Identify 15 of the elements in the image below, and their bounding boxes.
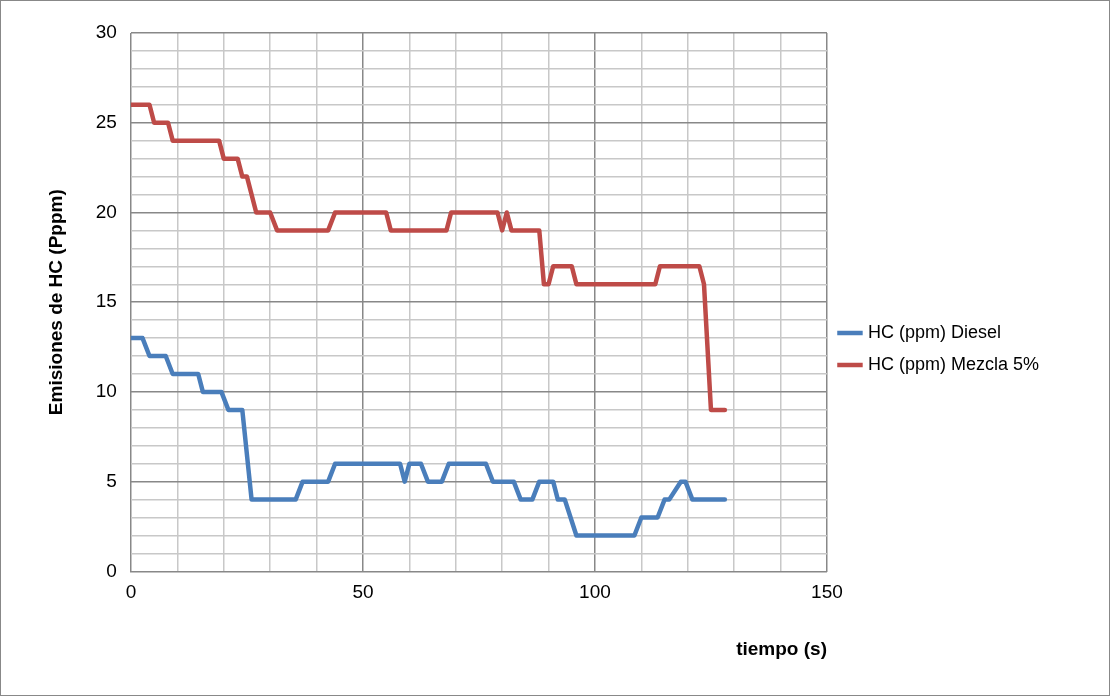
x-tick-label: 100 — [579, 581, 611, 603]
y-tick-label: 10 — [95, 380, 117, 402]
y-tick-label: 15 — [95, 290, 117, 312]
y-tick-label: 25 — [95, 110, 117, 132]
y-tick-label: 0 — [106, 559, 117, 581]
legend-label: HC (ppm) Mezcla 5% — [867, 353, 1040, 374]
y-axis-title: Emisiones de HC (Pppm) — [44, 189, 66, 416]
x-tick-label: 0 — [125, 581, 137, 603]
x-tick-label: 50 — [352, 581, 374, 603]
y-tick-label: 5 — [106, 469, 117, 491]
y-tick-label: 20 — [95, 200, 117, 222]
y-tick-label: 30 — [95, 21, 117, 43]
x-tick-label: 150 — [811, 581, 843, 603]
legend-label: HC (ppm) Diesel — [867, 321, 1001, 342]
x-axis-title: tiempo (s) — [736, 637, 827, 659]
